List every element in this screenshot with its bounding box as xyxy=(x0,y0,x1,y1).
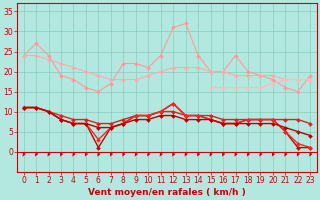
X-axis label: Vent moyen/en rafales ( km/h ): Vent moyen/en rafales ( km/h ) xyxy=(88,188,246,197)
